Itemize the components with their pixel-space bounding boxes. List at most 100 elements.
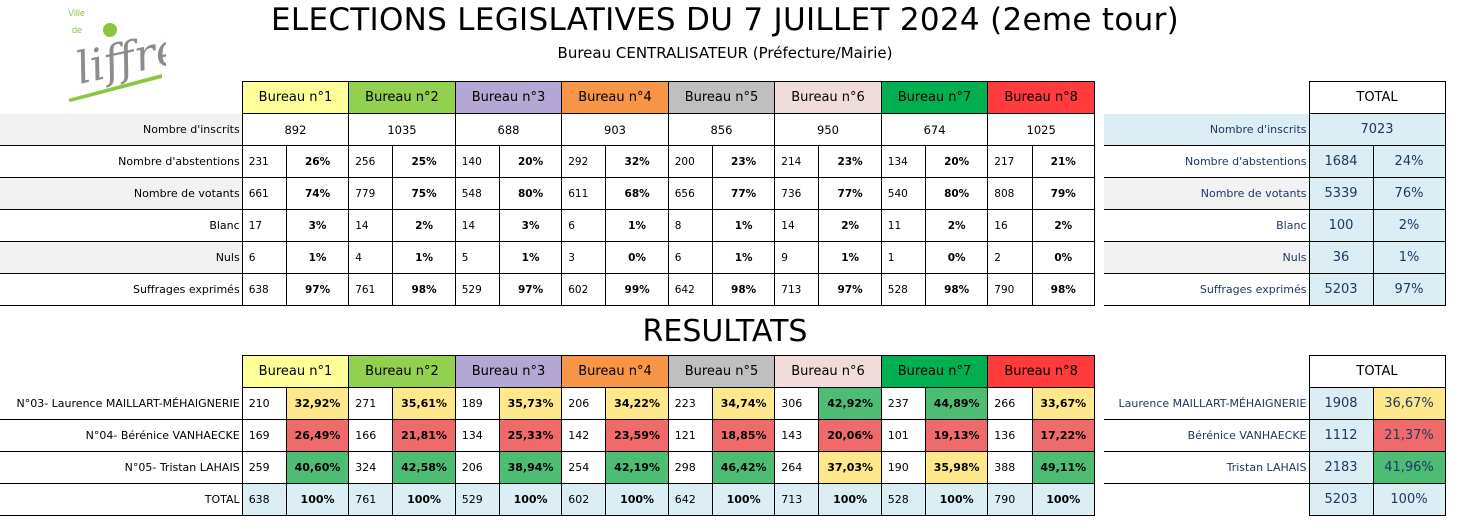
percent-cell: 0% <box>605 241 669 274</box>
total-count-cell: 529 <box>454 483 500 516</box>
inscrits-value: 856 <box>667 113 776 146</box>
inscrits-value: 892 <box>241 113 350 146</box>
inscrits-value: 1025 <box>987 113 1095 146</box>
vote-percent-cell: 44,89% <box>924 387 989 420</box>
vote-percent-cell: 38,94% <box>498 451 563 484</box>
count-cell: 231 <box>241 145 287 178</box>
percent-cell: 3% <box>285 209 350 242</box>
results-bureau-header-8: Bureau n°8 <box>987 355 1095 388</box>
count-cell: 602 <box>561 273 607 306</box>
header-spacer <box>1104 82 1309 114</box>
vote-percent-cell: 25,33% <box>498 419 563 452</box>
candidate-total-percent: 41,96% <box>1372 451 1446 484</box>
count-cell: 529 <box>454 273 500 306</box>
count-cell: 140 <box>454 145 500 178</box>
row-label: Suffrages exprimés <box>0 273 243 306</box>
header-spacer <box>0 82 242 114</box>
grand-total-row: 5203 100% <box>1104 483 1446 516</box>
percent-cell: 0% <box>924 241 989 274</box>
vote-count-cell: 266 <box>987 387 1033 420</box>
percent-cell: 1% <box>498 241 563 274</box>
percent-cell: 2% <box>1031 209 1095 242</box>
percent-cell: 0% <box>1031 241 1095 274</box>
count-cell: 548 <box>454 177 500 210</box>
total-participation-row: Nombre d'abstentions 1684 24% <box>1104 145 1446 178</box>
total-count-cell: 713 <box>774 483 820 516</box>
total-participation-row: Nuls 36 1% <box>1104 241 1446 274</box>
vote-percent-cell: 26,49% <box>285 419 350 452</box>
total-count-cell: 602 <box>561 483 607 516</box>
vote-count-cell: 143 <box>774 419 820 452</box>
count-cell: 134 <box>880 145 926 178</box>
count-cell: 540 <box>880 177 926 210</box>
percent-cell: 68% <box>605 177 669 210</box>
total-count-cell: 100 <box>1308 209 1374 242</box>
percent-cell: 1% <box>711 209 776 242</box>
total-count-cell: 1684 <box>1308 145 1374 178</box>
count-cell: 4 <box>348 241 394 274</box>
logo-ville-text: Ville <box>68 8 85 18</box>
candidate-total-label: Laurence MAILLART-MÉHAIGNERIE <box>1104 387 1310 420</box>
percent-cell: 2% <box>818 209 882 242</box>
results-bureau-header-3: Bureau n°3 <box>454 355 563 388</box>
count-cell: 6 <box>241 241 287 274</box>
header-spacer <box>0 356 242 388</box>
percent-cell: 77% <box>711 177 776 210</box>
participation-row: Blanc 17 3% 14 2% 14 3% 6 1% 8 1% 14 2% 11 2% 16 2% <box>0 209 1095 242</box>
count-cell: 217 <box>987 145 1033 178</box>
percent-cell: 80% <box>498 177 563 210</box>
vote-count-cell: 306 <box>774 387 820 420</box>
page-title: ELECTIONS LEGISLATIVES DU 7 JUILLET 2024… <box>270 2 1180 38</box>
total-label: TOTAL <box>0 483 243 516</box>
candidate-row: N°03- Laurence MAILLART-MÉHAIGNERIE 210 32… <box>0 387 1095 420</box>
vote-count-cell: 237 <box>880 387 926 420</box>
candidate-total-label: Bérénice VANHAECKE <box>1104 419 1310 452</box>
vote-count-cell: 388 <box>987 451 1033 484</box>
count-cell: 661 <box>241 177 287 210</box>
percent-cell: 80% <box>924 177 989 210</box>
vote-percent-cell: 34,74% <box>711 387 776 420</box>
percent-cell: 97% <box>285 273 350 306</box>
participation-row: Nuls 6 1% 4 1% 5 1% 3 0% 6 1% 9 1% 1 0% 2 0% <box>0 241 1095 274</box>
total-header: TOTAL <box>1308 355 1446 388</box>
count-cell: 6 <box>667 241 713 274</box>
logo-underline <box>68 74 162 102</box>
count-cell: 736 <box>774 177 820 210</box>
vote-percent-cell: 42,92% <box>818 387 882 420</box>
percent-cell: 98% <box>392 273 456 306</box>
vote-count-cell: 223 <box>667 387 713 420</box>
row-label: Blanc <box>1104 209 1310 242</box>
total-count-cell: 790 <box>987 483 1033 516</box>
candidate-total-count: 1908 <box>1308 387 1374 420</box>
results-bureau-header-7: Bureau n°7 <box>880 355 989 388</box>
vote-percent-cell: 49,11% <box>1031 451 1095 484</box>
percent-cell: 98% <box>1031 273 1095 306</box>
participation-table: Bureau n°1 Bureau n°2 Bureau n°3 Bureau n°4… <box>0 81 1095 306</box>
total-count-cell: 761 <box>348 483 394 516</box>
vote-percent-cell: 20,06% <box>818 419 882 452</box>
inscrits-value: 688 <box>454 113 563 146</box>
total-count-cell: 36 <box>1308 241 1374 274</box>
results-bureau-header-2: Bureau n°2 <box>348 355 456 388</box>
total-header-row: TOTAL <box>1104 81 1446 114</box>
row-label: Nombre d'inscrits <box>1104 113 1310 146</box>
inscrits-value: 950 <box>774 113 882 146</box>
vote-percent-cell: 42,19% <box>605 451 669 484</box>
vote-count-cell: 189 <box>454 387 500 420</box>
percent-cell: 20% <box>498 145 563 178</box>
row-label: Nombre d'inscrits <box>0 113 243 146</box>
percent-cell: 1% <box>711 241 776 274</box>
percent-cell: 1% <box>285 241 350 274</box>
percent-cell: 1% <box>605 209 669 242</box>
candidate-total-row: Tristan LAHAIS 2183 41,96% <box>1104 451 1446 484</box>
percent-cell: 79% <box>1031 177 1095 210</box>
percent-cell: 1% <box>818 241 882 274</box>
count-cell: 656 <box>667 177 713 210</box>
total-percent-cell: 100% <box>285 483 350 516</box>
results-table: Bureau n°1 Bureau n°2 Bureau n°3 Bureau n°4… <box>0 355 1095 516</box>
inscrits-value: 903 <box>561 113 669 146</box>
vote-count-cell: 169 <box>241 419 287 452</box>
percent-cell: 74% <box>285 177 350 210</box>
results-title: RESULTATS <box>642 314 808 349</box>
candidate-total-percent: 36,67% <box>1372 387 1446 420</box>
